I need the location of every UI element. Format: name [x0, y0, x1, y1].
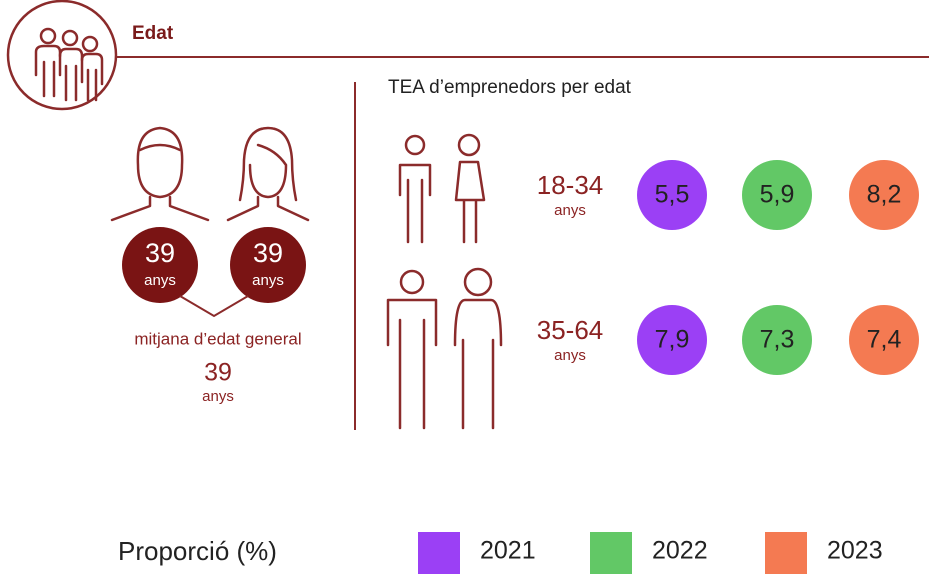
men-age-circle: [122, 227, 198, 303]
men-age-unit: anys: [144, 272, 176, 289]
header-title: Edat: [132, 23, 174, 44]
tea-value: 5,5: [655, 181, 690, 209]
tea-value: 7,9: [655, 326, 690, 354]
legend-swatch: [418, 532, 460, 574]
group-icon: [34, 27, 104, 102]
tea-title: TEA d’emprenedors per edat: [388, 77, 632, 98]
men-age: 39: [145, 238, 175, 268]
tea-circle: [637, 305, 707, 375]
tea-circle: [849, 160, 919, 230]
adult-people-icon: [386, 267, 503, 430]
woman-icon: [226, 126, 310, 222]
legend-label: 2021: [480, 537, 536, 565]
age-range: 18-34: [537, 170, 604, 200]
age-range-unit: anys: [554, 347, 586, 364]
tea-value: 5,9: [760, 181, 795, 209]
legend-title: Proporció (%): [118, 536, 277, 566]
legend-label: 2022: [652, 537, 708, 565]
tea-value: 7,3: [760, 326, 795, 354]
young-people-icon: [398, 133, 486, 244]
tea-circle: [637, 160, 707, 230]
general-age-unit: anys: [202, 388, 234, 405]
tea-value: 7,4: [867, 326, 902, 354]
legend-swatch: [765, 532, 807, 574]
tea-circle: [742, 305, 812, 375]
age-range: 35-64: [537, 315, 604, 345]
women-age-circle: [230, 227, 306, 303]
tea-circle: [742, 160, 812, 230]
general-label: mitjana d’edat general: [134, 329, 301, 348]
legend-swatch: [590, 532, 632, 574]
women-age-unit: anys: [252, 272, 284, 289]
tea-value: 8,2: [867, 181, 902, 209]
general-age: 39: [204, 359, 232, 387]
women-age: 39: [253, 238, 283, 268]
legend-label: 2023: [827, 537, 883, 565]
connector: [179, 295, 249, 318]
tea-circle: [849, 305, 919, 375]
age-range-unit: anys: [554, 202, 586, 219]
man-icon: [110, 126, 210, 222]
